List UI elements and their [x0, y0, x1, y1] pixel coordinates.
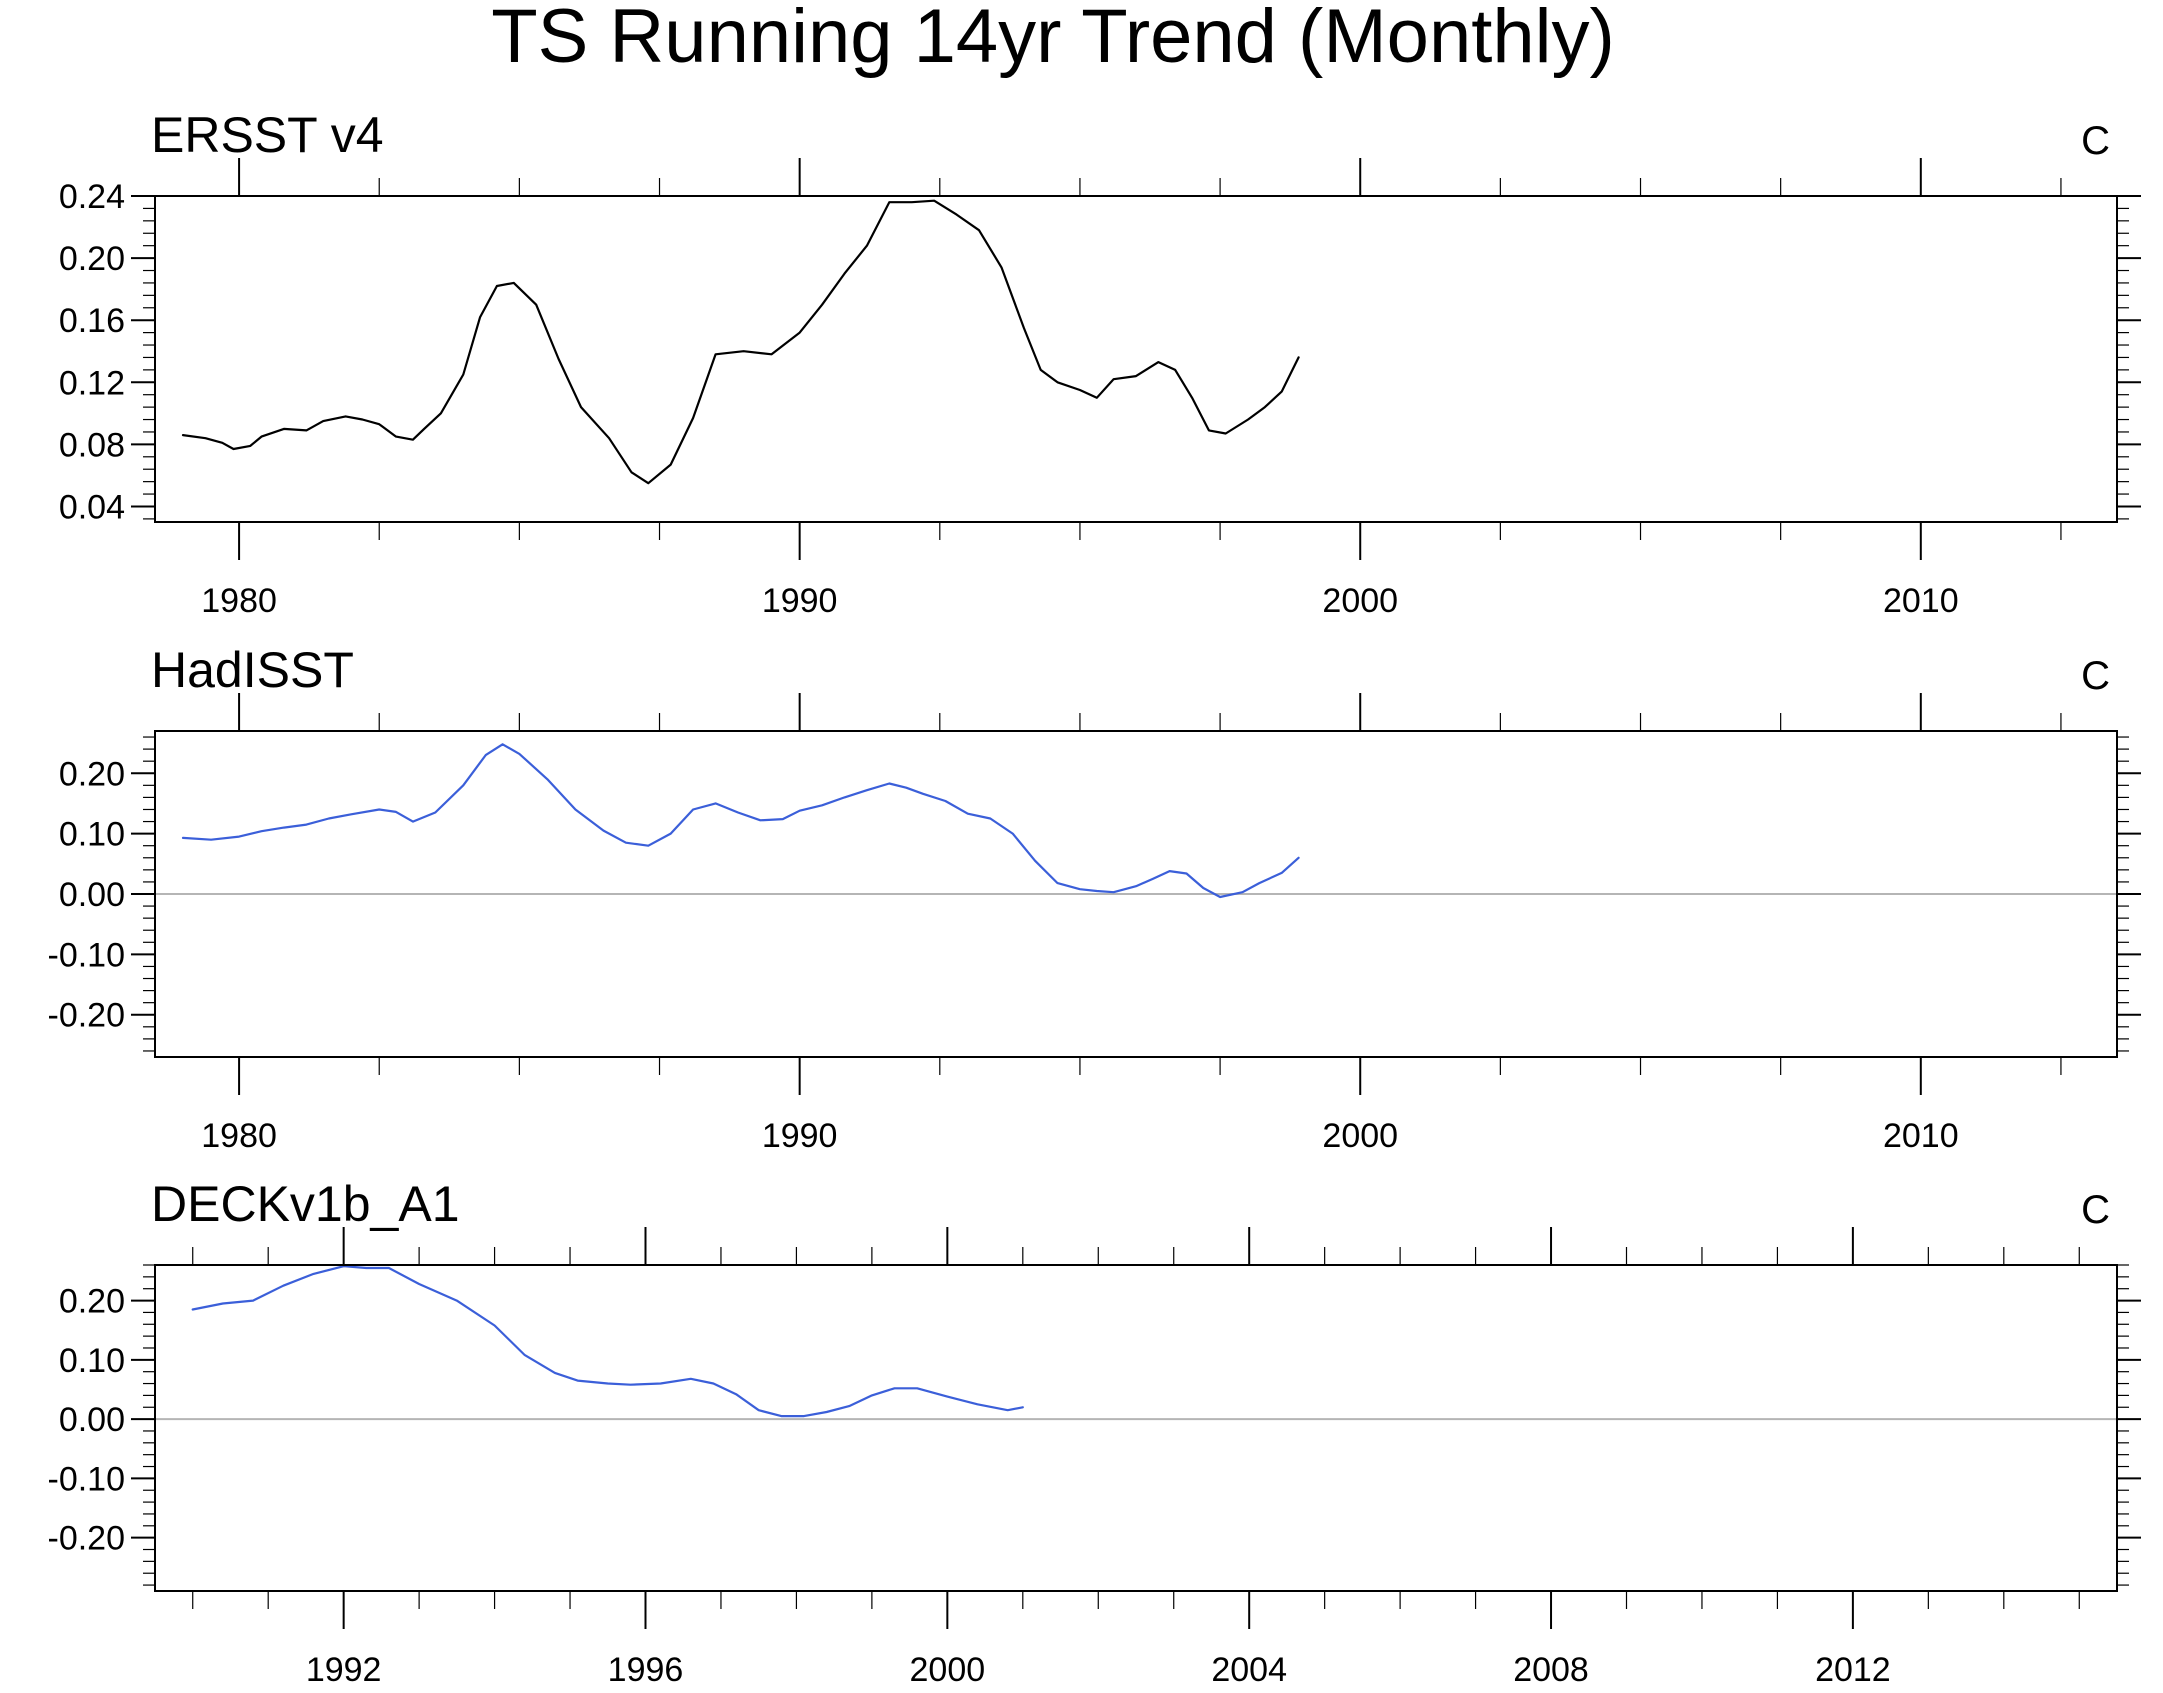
plot-frame [154, 1264, 2118, 1592]
panels: ERSST v4 C 0.04 0.08 0.12 0.16 0.20 0.24 1980 199… [48, 107, 2141, 1689]
x-tick-label: 1980 [201, 582, 277, 620]
panel-2: HadISST C -0.20 -0.10 0.00 0.10 0.20 1980 1990 20… [48, 642, 2141, 1155]
y-tick-label: -0.20 [48, 997, 126, 1035]
panel-title: DECKv1b_A1 [151, 1176, 460, 1232]
x-tick-label: 2010 [1883, 1117, 1959, 1155]
series-line [191, 1265, 1024, 1418]
y-tick-label: 0.16 [59, 302, 125, 340]
series-line [181, 743, 1300, 899]
y-tick-label: 0.00 [59, 876, 125, 914]
x-tick-label: 1996 [608, 1651, 684, 1689]
plot-frame [154, 730, 2118, 1058]
series-line [181, 199, 1300, 485]
x-tick-label: 2004 [1211, 1651, 1287, 1689]
panel-3: DECKv1b_A1 C -0.20 -0.10 0.00 0.10 0.20 1992 199… [48, 1176, 2141, 1689]
x-tick-label: 1990 [762, 582, 838, 620]
y-tick-label: 0.12 [59, 364, 125, 402]
y-tick-label: 0.20 [59, 1283, 125, 1321]
unit-label: C [2081, 119, 2110, 163]
x-tick-label: 1980 [201, 1117, 277, 1155]
y-tick-label: 0.10 [59, 1342, 125, 1380]
x-tick-label: 2000 [1322, 582, 1398, 620]
y-tick-label: -0.10 [48, 936, 126, 974]
unit-label: C [2081, 654, 2110, 698]
y-tick-label: -0.20 [48, 1520, 126, 1558]
y-tick-label: 0.00 [59, 1401, 125, 1439]
panel-title: ERSST v4 [151, 107, 384, 163]
panel-1: ERSST v4 C 0.04 0.08 0.12 0.16 0.20 0.24 1980 199… [59, 107, 2141, 620]
y-tick-label: -0.10 [48, 1460, 126, 1498]
y-tick-label: 0.24 [59, 178, 125, 216]
main-title: TS Running 14yr Trend (Monthly) [491, 0, 1615, 79]
x-tick-label: 2012 [1815, 1651, 1891, 1689]
y-tick-label: 0.04 [59, 488, 125, 526]
x-tick-label: 2000 [910, 1651, 986, 1689]
y-tick-label: 0.20 [59, 240, 125, 278]
unit-label: C [2081, 1188, 2110, 1232]
x-tick-label: 1990 [762, 1117, 838, 1155]
x-tick-label: 2000 [1322, 1117, 1398, 1155]
x-tick-label: 2008 [1513, 1651, 1589, 1689]
y-tick-label: 0.20 [59, 755, 125, 793]
y-tick-label: 0.08 [59, 426, 125, 464]
x-tick-label: 2010 [1883, 582, 1959, 620]
y-tick-label: 0.10 [59, 816, 125, 854]
x-tick-label: 1992 [306, 1651, 382, 1689]
plot-frame [154, 195, 2118, 523]
panel-title: HadISST [151, 642, 354, 698]
